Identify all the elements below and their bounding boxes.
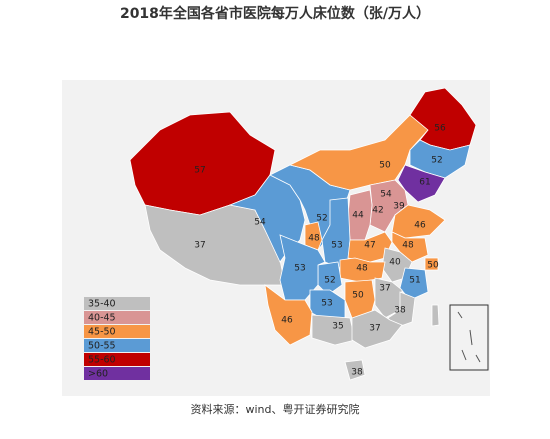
source: 资料来源：wind、粤开证券研究院 (190, 402, 359, 416)
region-label: 53 (331, 241, 342, 251)
legend-swatch (84, 297, 150, 310)
legend-swatch (84, 367, 150, 380)
province (391, 231, 429, 263)
region-label: 40 (389, 258, 401, 268)
legend-swatch (84, 311, 150, 324)
region-label: 52 (316, 214, 327, 224)
province (264, 284, 313, 346)
region-label: 38 (351, 368, 363, 378)
inset-islands (457, 311, 481, 363)
region-label: 46 (281, 316, 293, 326)
region-label: 53 (294, 264, 305, 274)
region-label: 57 (194, 166, 205, 176)
region-label: 37 (379, 284, 390, 294)
region-label: 50 (427, 261, 439, 271)
province (424, 257, 439, 271)
province (397, 164, 446, 203)
region-label: 37 (369, 324, 380, 334)
region-label: 37 (194, 241, 205, 251)
legend-swatch (84, 339, 150, 352)
region-label: 50 (352, 291, 364, 301)
region-label: 38 (394, 306, 406, 316)
region-label: 52 (431, 156, 442, 166)
title: 2018年全国各省市医院每万人床位数（张/万人） (120, 5, 430, 22)
region-label: 51 (409, 276, 420, 286)
province (399, 267, 429, 301)
taiwan (431, 304, 440, 327)
region-label: 56 (434, 124, 446, 134)
legend-label: 45-50 (88, 327, 116, 338)
region-label: 48 (402, 241, 414, 251)
region-label: 47 (364, 241, 375, 251)
region-label: 54 (254, 218, 266, 228)
region-label: 44 (352, 211, 364, 221)
province (351, 309, 403, 349)
south-sea-inset (449, 304, 489, 371)
legend-label: 55-60 (88, 355, 116, 366)
region-label: 35 (332, 322, 343, 332)
region-label: 52 (324, 276, 335, 286)
provinces (129, 87, 477, 381)
province (344, 359, 366, 381)
legend-label: >60 (88, 369, 108, 380)
region-label: 46 (414, 221, 426, 231)
region-label: 39 (393, 202, 405, 212)
region-label: 48 (356, 264, 368, 274)
region-label: 54 (380, 190, 392, 200)
legend-swatch (84, 353, 150, 366)
region-label: 53 (321, 299, 332, 309)
province (304, 221, 323, 251)
province (339, 257, 386, 283)
legend: 35-40 40-45 45-50 50-55 55-60 >60 (84, 297, 150, 380)
province (279, 234, 326, 301)
legend-label: 50-55 (88, 341, 116, 352)
region-label: 61 (419, 178, 430, 188)
region-label: 48 (308, 234, 320, 244)
legend-label: 35-40 (88, 299, 116, 310)
legend-swatch (84, 325, 150, 338)
region-label: 42 (372, 206, 383, 216)
region-label: 50 (379, 161, 391, 171)
legend-label: 40-45 (88, 313, 116, 324)
province (409, 139, 471, 179)
province (311, 314, 356, 346)
